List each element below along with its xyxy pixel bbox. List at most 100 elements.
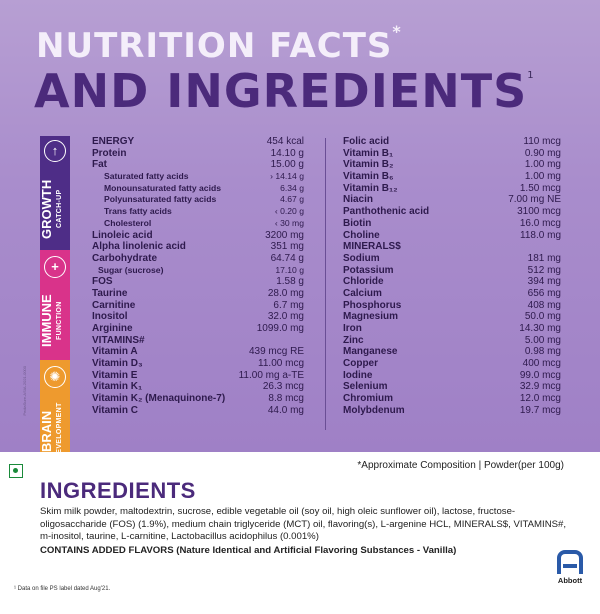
nutrient-row: Selenium 32.9 mcg [343,381,561,393]
footnote: ¹ Data on file PS label dated Aug'21. [14,586,111,592]
nutrient-value: 394 mg [527,276,561,288]
nutrient-row: VITAMINS# [92,335,304,347]
nutrient-name: Vitamin D₃ [92,358,143,370]
nutrient-name: Cholesterol [104,217,152,228]
nutrient-value: 14.10 g [270,147,304,159]
nutrient-row: Vitamin B₂ 1.00 mg [343,159,561,171]
nutrient-row: Sugar (sucrose) 17.10 g [92,265,304,277]
nutrient-name: Phosphorus [343,299,402,311]
table-divider [325,138,326,430]
nutrient-row: Niacin 7.00 mg NE [343,194,561,206]
nutrient-value: 32.9 mcg [519,381,561,393]
arrow-up-icon: ↑ [44,140,66,162]
nutrient-name: Inositol [92,311,128,323]
copyright-code: PediaSure-ASIA-2021-0000 [22,366,27,416]
nutrient-value: 26.3 mcg [262,381,304,393]
nutrient-name: Sodium [343,252,380,264]
nutrient-value: 1.50 mcg [519,182,561,194]
nutrient-row: MINERALS$ [343,241,561,253]
abbott-logo: Abbott [552,550,588,585]
nutrition-table-left: ENERGY 454 kcal Protein 14.10 g Fat 15.00 g Sa… [92,136,304,417]
nutrient-row: Copper 400 mcg [343,358,561,370]
nutrient-row: Vitamin K₂ (Menaquinone-7) 8.8 mcg [92,393,304,405]
nutrient-row: Molybdenum 19.7 mcg [343,405,561,417]
nutrient-value: ‹ 0.20 g [274,206,304,217]
approx-composition-note: *Approximate Composition | Powder(per 10… [357,460,564,471]
nutrient-name: Sugar (sucrose) [98,264,164,275]
nutrient-value: ‹ 30 mg [274,217,304,228]
nutrient-value: 64.74 g [270,252,304,264]
nutrient-row: Potassium 512 mg [343,265,561,277]
nutrient-value: 7.00 mg NE [508,194,561,206]
nutrient-row: Vitamin B₆ 1.00 mg [343,171,561,183]
heading-line1: NUTRITION FACTS* [36,22,402,66]
nutrient-row: Saturated fatty acids › 14.14 g [92,171,304,183]
nutrient-row: Arginine 1099.0 mg [92,323,304,335]
nutrient-name: Carnitine [92,299,136,311]
nutrient-row: Vitamin C 44.0 mg [92,405,304,417]
nutrient-row: Monounsaturated fatty acids 6.34 g [92,183,304,195]
nutrient-value: 50.0 mg [524,311,561,323]
nutrient-row: Inositol 32.0 mg [92,311,304,323]
nutrient-row: Taurine 28.0 mg [92,288,304,300]
nutrient-value: 408 mg [527,299,561,311]
nutrient-value: 0.98 mg [524,346,561,358]
nutrient-value: 1.58 g [276,276,304,288]
nutrient-name: Fat [92,159,107,171]
nutrient-name: Vitamin E [92,369,138,381]
nutrient-row: Manganese 0.98 mg [343,346,561,358]
nutrient-row: Vitamin A 439 mcg RE [92,346,304,358]
immune-segment: + IMMUNE FUNCTION [39,250,70,360]
nutrient-row: Vitamin E 11.00 mg a-TE [92,370,304,382]
nutrient-name: Arginine [92,323,133,334]
nutrient-name: ENERGY [92,136,135,147]
nutrient-value: 8.8 mcg [268,393,304,405]
nutrient-name: Panthothenic acid [343,206,430,218]
nutrient-value: 400 mcg [522,358,561,370]
nutrient-value: 118.0 mg [520,229,561,241]
nutrient-name: Monounsaturated fatty acids [104,182,221,193]
immune-label: IMMUNE FUNCTION [39,294,63,348]
nutrient-row: Vitamin K₁ 26.3 mcg [92,381,304,393]
nutrient-value: 454 kcal [266,136,304,147]
nutrient-row: Sodium 181 mg [343,253,561,265]
nutrient-value: 6.7 mg [273,299,304,311]
nutrient-name: Vitamin C [92,404,138,416]
nutrient-row: Chromium 12.0 mcg [343,393,561,405]
nutrient-row: Cholesterol ‹ 30 mg [92,218,304,230]
nutrient-name: Chloride [343,276,384,288]
nutrient-value: 0.90 mg [524,147,561,159]
nutrient-name: Selenium [343,381,388,393]
nutrient-row: Vitamin B₁₂ 1.50 mcg [343,183,561,195]
nutrient-name: MINERALS$ [343,241,401,253]
nutrient-value: 439 mcg RE [248,346,304,358]
nutrient-row: Panthothenic acid 3100 mcg [343,206,561,218]
nutrient-value: 110 mcg [523,136,561,147]
nutrient-name: Carbohydrate [92,252,158,264]
nutrient-value: 656 mg [527,287,561,299]
nutrient-row: Alpha linolenic acid 351 mg [92,241,304,253]
nutrient-value: 99.0 mcg [519,369,561,381]
nutrient-row: Folic acid 110 mcg [343,136,561,148]
nutrient-name: Niacin [343,194,374,206]
nutrient-name: Magnesium [343,311,399,323]
nutrient-name: Calcium [343,287,382,299]
nutrient-row: Magnesium 50.0 mg [343,311,561,323]
nutrient-row: Iron 14.30 mg [343,323,561,335]
nutrient-row: Trans fatty acids ‹ 0.20 g [92,206,304,218]
nutrient-name: Folic acid [343,136,390,147]
nutrient-value: › 14.14 g [270,171,304,182]
nutrient-name: Vitamin B₁₂ [343,182,398,194]
nutrient-name: VITAMINS# [92,334,145,346]
nutrient-name: Zinc [343,334,364,346]
nutrient-value: 351 mg [270,241,304,253]
nutrient-row: Iodine 99.0 mcg [343,370,561,382]
nutrient-value: 181 mg [527,252,561,264]
nutrient-row: FOS 1.58 g [92,276,304,288]
nutrient-name: FOS [92,276,113,288]
nutrient-value: 32.0 mg [267,311,304,323]
nutrition-table-right: Folic acid 110 mcg Vitamin B₁ 0.90 mg Vitami… [343,136,561,417]
nutrient-name: Alpha linolenic acid [92,241,186,253]
nutrient-name: Iodine [343,369,373,381]
nutrient-name: Manganese [343,346,398,358]
